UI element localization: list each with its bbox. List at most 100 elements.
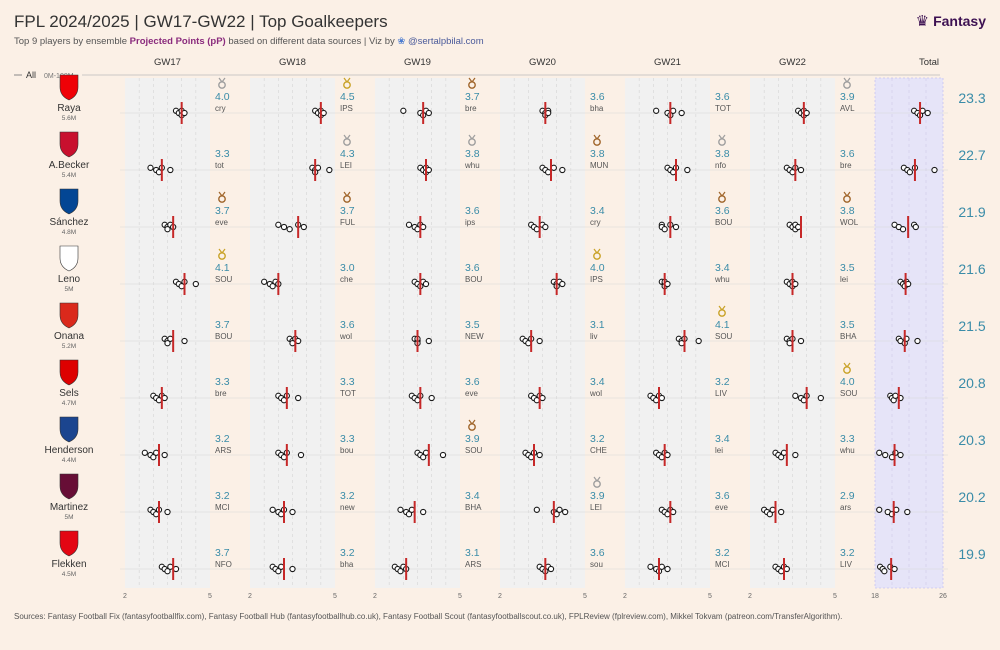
gw-opponent: NFO bbox=[215, 560, 232, 569]
total-source-point bbox=[912, 223, 919, 231]
source-point bbox=[297, 451, 305, 459]
medal-ribbon-icon bbox=[593, 248, 601, 254]
gw-opponent: TOT bbox=[715, 104, 731, 113]
player-name: Onana bbox=[54, 331, 84, 342]
gw-value: 3.4 bbox=[465, 490, 480, 502]
gw-value: 3.7 bbox=[215, 205, 230, 217]
source-point bbox=[164, 226, 171, 233]
source-point bbox=[559, 166, 566, 174]
source-point bbox=[778, 454, 785, 461]
source-point bbox=[672, 223, 680, 231]
source-point bbox=[275, 221, 282, 228]
total-header: Total bbox=[919, 57, 939, 68]
gw-opponent: ARS bbox=[465, 560, 481, 569]
gw-value: 3.6 bbox=[715, 205, 730, 217]
gw-header: GW19 bbox=[404, 57, 431, 68]
gw-value: 3.6 bbox=[840, 148, 855, 160]
source-point bbox=[797, 166, 805, 174]
player-name: A.Becker bbox=[49, 160, 90, 171]
gw-opponent: BHA bbox=[840, 332, 857, 341]
source-point bbox=[150, 454, 157, 461]
source-point bbox=[141, 449, 148, 456]
source-point bbox=[164, 340, 171, 347]
medal-ribbon-icon bbox=[218, 77, 226, 83]
gw-opponent: tot bbox=[215, 161, 225, 170]
gw-value: 3.3 bbox=[840, 433, 855, 445]
total-source-point bbox=[892, 392, 899, 399]
chart-title: FPL 2024/2025 | GW17-GW22 | Top Goalkeep… bbox=[14, 12, 388, 31]
sources-footer: Sources: Fantasy Football Fix (fantasyfo… bbox=[14, 612, 843, 621]
gw-opponent: SOU bbox=[715, 332, 733, 341]
gw-value: 3.8 bbox=[465, 148, 480, 160]
source-point bbox=[562, 508, 569, 516]
axis-tick-label: 5 bbox=[833, 593, 837, 600]
gw-value: 3.9 bbox=[590, 490, 605, 502]
gw-value: 3.8 bbox=[840, 205, 855, 217]
source-point bbox=[397, 568, 404, 575]
logo-text: Fantasy bbox=[933, 13, 986, 29]
total-source-point bbox=[899, 226, 907, 233]
source-point bbox=[295, 337, 302, 345]
source-point bbox=[780, 449, 788, 456]
club-crest-icon bbox=[59, 473, 79, 500]
gw-value: 3.6 bbox=[340, 319, 355, 331]
source-point bbox=[320, 109, 327, 117]
source-point bbox=[420, 508, 427, 516]
gw-value: 3.2 bbox=[840, 547, 855, 559]
source-point bbox=[647, 563, 654, 570]
gw-opponent: liv bbox=[590, 332, 598, 341]
gw-value: 3.4 bbox=[715, 262, 730, 274]
gw-value: 3.6 bbox=[465, 205, 480, 217]
gw-opponent: nfo bbox=[715, 161, 727, 170]
source-point bbox=[678, 109, 685, 117]
gw-opponent: lei bbox=[840, 275, 848, 284]
gw-opponent: NEW bbox=[465, 332, 484, 341]
source-point bbox=[559, 280, 566, 288]
total-source-point bbox=[876, 449, 883, 456]
gw-opponent: wol bbox=[589, 389, 602, 398]
gw-value: 3.7 bbox=[215, 319, 230, 331]
gw-value: 3.8 bbox=[590, 148, 605, 160]
gw-opponent: BHA bbox=[465, 503, 482, 512]
club-crest-icon bbox=[59, 188, 79, 215]
medal-ribbon-icon bbox=[843, 191, 851, 197]
player-name: Leno bbox=[58, 274, 81, 285]
medal-ribbon-icon bbox=[218, 191, 226, 197]
source-point bbox=[405, 511, 413, 518]
player-price: 4.5M bbox=[62, 571, 76, 578]
total-value: 21.6 bbox=[958, 261, 985, 277]
gw-opponent: new bbox=[340, 503, 355, 512]
filter-range: 0M-100M bbox=[44, 73, 74, 80]
player-price: 4.7M bbox=[62, 400, 76, 407]
gw-opponent: bha bbox=[340, 560, 354, 569]
gw-opponent: bre bbox=[840, 161, 852, 170]
source-point bbox=[400, 107, 407, 114]
source-point bbox=[425, 109, 432, 117]
total-value: 22.7 bbox=[958, 147, 985, 163]
player-name: Henderson bbox=[45, 445, 94, 456]
gw-value: 3.3 bbox=[340, 433, 355, 445]
player-name: Flekken bbox=[51, 559, 86, 570]
source-point bbox=[670, 508, 677, 516]
gw-value: 3.2 bbox=[340, 547, 355, 559]
player-price: 4.8M bbox=[62, 229, 76, 236]
source-point bbox=[778, 508, 785, 516]
source-point bbox=[280, 223, 288, 231]
total-source-point bbox=[904, 508, 911, 516]
source-point bbox=[766, 511, 773, 518]
gw-value: 4.1 bbox=[215, 262, 230, 274]
source-point bbox=[797, 337, 805, 345]
source-point bbox=[420, 223, 427, 231]
medal-ribbon-icon bbox=[593, 476, 601, 482]
source-point bbox=[408, 506, 415, 513]
source-point bbox=[653, 107, 660, 114]
gw-opponent: MCI bbox=[715, 560, 730, 569]
axis-tick-label: 18 bbox=[871, 593, 879, 600]
source-point bbox=[658, 563, 665, 570]
gw-header: GW17 bbox=[154, 57, 181, 68]
gw-opponent: bou bbox=[340, 446, 353, 455]
club-crest-icon bbox=[59, 530, 79, 557]
gw-value: 3.2 bbox=[590, 433, 605, 445]
source-point bbox=[769, 506, 776, 513]
player-name: Martinez bbox=[50, 502, 88, 513]
